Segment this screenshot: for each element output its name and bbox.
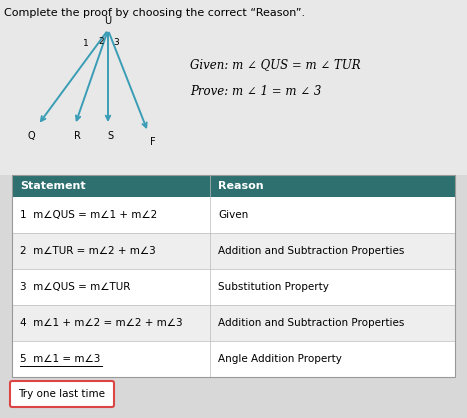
Text: Reason: Reason <box>218 181 264 191</box>
Text: Angle Addition Property: Angle Addition Property <box>218 354 342 364</box>
Text: Given: Given <box>218 210 248 220</box>
Text: 5  m∠1 = m∠3: 5 m∠1 = m∠3 <box>20 354 100 364</box>
Text: 3: 3 <box>113 38 119 47</box>
Text: S: S <box>107 131 113 141</box>
Text: Addition and Subtraction Properties: Addition and Subtraction Properties <box>218 246 404 256</box>
Text: 1  m∠QUS = m∠1 + m∠2: 1 m∠QUS = m∠1 + m∠2 <box>20 210 157 220</box>
FancyBboxPatch shape <box>10 381 114 407</box>
Text: R: R <box>74 131 80 141</box>
Bar <box>12 341 455 377</box>
Text: 1: 1 <box>83 39 89 48</box>
Text: Addition and Subtraction Properties: Addition and Subtraction Properties <box>218 318 404 328</box>
Bar <box>12 305 455 341</box>
Bar <box>12 175 455 197</box>
Text: Complete the proof by choosing the correct “Reason”.: Complete the proof by choosing the corre… <box>4 8 305 18</box>
Bar <box>12 269 455 305</box>
Bar <box>12 197 455 233</box>
Text: 2  m∠TUR = m∠2 + m∠3: 2 m∠TUR = m∠2 + m∠3 <box>20 246 156 256</box>
Text: 2: 2 <box>98 37 104 46</box>
Bar <box>12 233 455 269</box>
Bar <box>0 0 467 175</box>
Text: 3  m∠QUS = m∠TUR: 3 m∠QUS = m∠TUR <box>20 282 130 292</box>
Text: U: U <box>105 16 112 26</box>
Bar <box>12 175 455 377</box>
Text: Q: Q <box>27 131 35 141</box>
Text: F: F <box>150 137 156 147</box>
Text: Prove: m ∠ 1 = m ∠ 3: Prove: m ∠ 1 = m ∠ 3 <box>190 85 321 98</box>
Text: Statement: Statement <box>20 181 85 191</box>
Text: Try one last time: Try one last time <box>19 389 106 399</box>
Text: Substitution Property: Substitution Property <box>218 282 329 292</box>
Text: Given: m ∠ QUS = m ∠ TUR: Given: m ∠ QUS = m ∠ TUR <box>190 58 361 71</box>
Text: 4  m∠1 + m∠2 = m∠2 + m∠3: 4 m∠1 + m∠2 = m∠2 + m∠3 <box>20 318 183 328</box>
